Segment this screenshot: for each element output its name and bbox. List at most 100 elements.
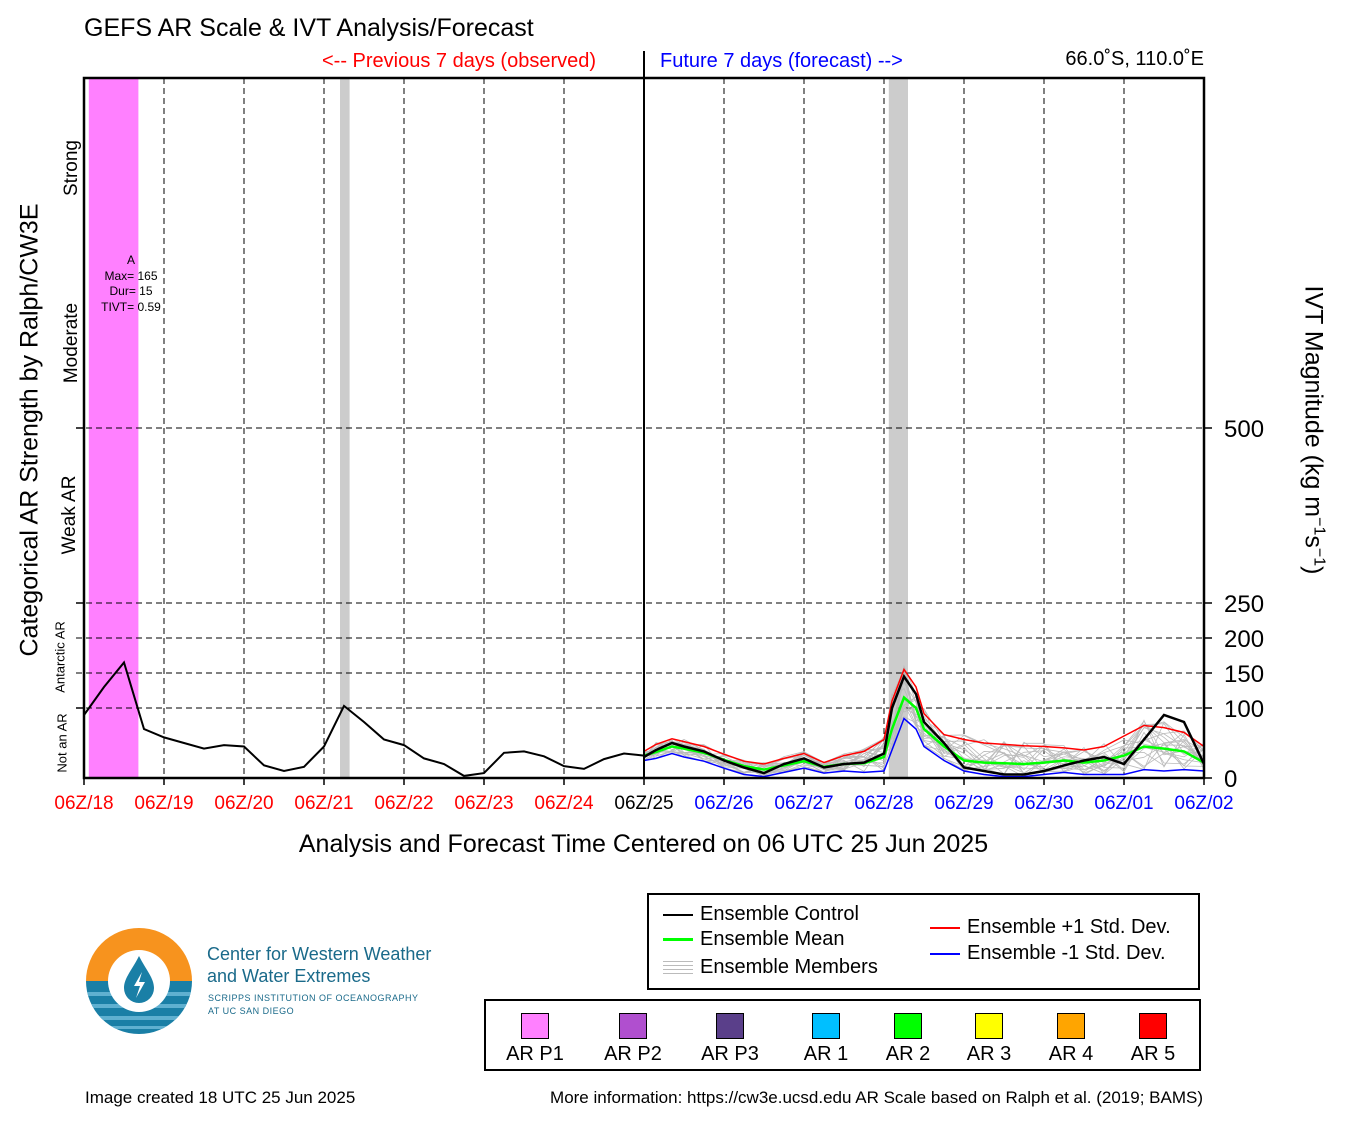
logo-text-line2: and Water Extremes: [207, 966, 371, 986]
x-tick-label: 06Z/01: [1094, 793, 1153, 814]
x-tick-label: 06Z/30: [1014, 793, 1073, 814]
category-antarctic-ar: Antarctic AR: [52, 621, 68, 693]
cat-swatch-ar-2: [894, 1013, 922, 1039]
legend-swatch-minus-std: [930, 952, 960, 955]
x-tick-label: 06Z/20: [214, 793, 273, 814]
legend-swatch-members: [663, 960, 693, 975]
series-legend: Ensemble Control Ensemble Mean Ensemble …: [647, 893, 1200, 990]
x-tick-label: 06Z/22: [374, 793, 433, 814]
cat-item-ar-2: AR 2: [868, 1013, 948, 1066]
legend-item-control: Ensemble Control: [663, 903, 859, 926]
legend-item-minus-std: Ensemble -1 Std. Dev.: [930, 942, 1166, 965]
cat-swatch-ar-p3: [716, 1013, 744, 1039]
series-line-ensemble-1-std-dev-: [643, 717, 1205, 778]
y-right-tick-label: 0: [1224, 766, 1237, 793]
location-label: 66.0˚S, 110.0˚E: [1065, 48, 1204, 70]
cat-label-ar-p2: AR P2: [604, 1043, 662, 1065]
cat-swatch-ar-3: [975, 1013, 1003, 1039]
annotation-line2: Max= 165: [104, 268, 158, 283]
axes-layer: [76, 51, 1206, 780]
y-right-title-text: IVT Magnitude (kg m: [1299, 285, 1328, 518]
y-right-close: ): [1299, 566, 1328, 575]
legend-label-plus-std: Ensemble +1 Std. Dev.: [967, 916, 1171, 938]
cat-swatch-ar-4: [1057, 1013, 1085, 1039]
cat-swatch-ar-p1: [521, 1013, 549, 1039]
series-line-ensemble-control: [643, 673, 1206, 776]
cat-label-ar-1: AR 1: [803, 1043, 849, 1065]
cat-item-ar-p2: AR P2: [593, 1013, 673, 1066]
legend-label-mean: Ensemble Mean: [700, 928, 845, 950]
y-right-title: IVT Magnitude (kg m−1s−1): [1298, 286, 1327, 575]
cat-item-ar-p3: AR P3: [690, 1013, 770, 1066]
x-tick-label: 06Z/18: [54, 793, 113, 814]
legend-label-control: Ensemble Control: [700, 903, 859, 925]
category-strong: Strong: [61, 140, 82, 196]
future-days-label: Future 7 days (forecast) -->: [660, 50, 903, 72]
x-tick-label: 06Z/25: [614, 793, 673, 814]
footer-info: More information: https://cw3e.ucsd.edu …: [550, 1088, 1203, 1107]
legend-item-mean: Ensemble Mean: [663, 928, 845, 951]
ar-annotation: A Max= 165 Dur= 15 TIVT= 0.59: [96, 253, 166, 315]
x-tick-label: 06Z/28: [854, 793, 913, 814]
chart-title: GEFS AR Scale & IVT Analysis/Forecast: [84, 14, 534, 42]
x-axis-title: Analysis and Forecast Time Centered on 0…: [298, 830, 989, 858]
cat-item-ar-p1: AR P1: [495, 1013, 575, 1066]
legend-swatch-control: [663, 913, 693, 916]
logo-text-line4: AT UC SAN DIEGO: [208, 1006, 295, 1016]
cat-swatch-ar-1: [812, 1013, 840, 1039]
annotation-line1: A: [126, 253, 135, 267]
y-right-tick-label: 200: [1224, 626, 1264, 653]
series-line-ensemble-1-std-dev-: [643, 667, 1205, 765]
y-right-tick-label: 100: [1224, 696, 1264, 723]
y-right-sup2: −1: [1310, 547, 1328, 567]
logo-text-line1: Center for Western Weather: [207, 944, 432, 964]
legend-label-minus-std: Ensemble -1 Std. Dev.: [967, 942, 1166, 964]
cat-label-ar-5: AR 5: [1130, 1043, 1176, 1065]
annotation-line3: Dur= 15: [109, 284, 153, 298]
logo-text-line3: SCRIPPS INSTITUTION OF OCEANOGRAPHY: [208, 993, 419, 1003]
annotation-line4: TIVT= 0.59: [101, 299, 161, 314]
x-tick-label: 06Z/19: [134, 793, 193, 814]
cat-item-ar-4: AR 4: [1031, 1013, 1111, 1066]
y-right-tick-label: 500: [1224, 416, 1264, 443]
x-tick-label: 06Z/21: [294, 793, 353, 814]
ar-category-legend: AR P1 AR P2 AR P3 AR 1 AR 2 AR 3 AR 4 AR…: [484, 999, 1201, 1071]
x-tick-label: 06Z/23: [454, 793, 513, 814]
tick-layer: 06Z/18 06Z/19 06Z/20 06Z/21 06Z/22 06Z/23 06Z/…: [54, 416, 1264, 814]
cat-item-ar-5: AR 5: [1113, 1013, 1193, 1066]
category-moderate: Moderate: [61, 302, 82, 384]
y-right-tick-label: 250: [1224, 591, 1264, 618]
ensemble-member-line: [643, 707, 1205, 772]
legend-label-members: Ensemble Members: [700, 956, 878, 978]
y-right-tick-label: 150: [1224, 661, 1264, 688]
cat-item-ar-1: AR 1: [786, 1013, 866, 1066]
x-tick-label: 06Z/26: [694, 793, 753, 814]
grid-layer: [76, 78, 1204, 778]
legend-item-plus-std: Ensemble +1 Std. Dev.: [930, 916, 1171, 939]
cat-label-ar-p1: AR P1: [506, 1043, 564, 1065]
previous-days-label: <-- Previous 7 days (observed): [322, 50, 597, 72]
legend-swatch-mean: [663, 938, 693, 941]
category-not-an-ar: Not an AR: [54, 713, 70, 773]
cat-item-ar-3: AR 3: [949, 1013, 1029, 1066]
cw3e-logo: [86, 928, 192, 1034]
cat-swatch-ar-5: [1139, 1013, 1167, 1039]
cat-label-ar-2: AR 2: [885, 1043, 931, 1065]
x-tick-label: 06Z/02: [1174, 793, 1233, 814]
cat-label-ar-3: AR 3: [966, 1043, 1012, 1065]
series-layer: [83, 660, 1206, 778]
cat-label-ar-4: AR 4: [1048, 1043, 1094, 1065]
x-tick-label: 06Z/27: [774, 793, 833, 814]
y-right-mid: s: [1299, 535, 1328, 548]
y-right-sup1: −1: [1310, 517, 1328, 536]
shade-band-1: [340, 78, 350, 778]
x-tick-label: 06Z/24: [534, 793, 594, 814]
footer-created: Image created 18 UTC 25 Jun 2025: [85, 1088, 356, 1107]
legend-swatch-plus-std: [930, 926, 960, 929]
observed-series-line: [83, 660, 645, 777]
category-weak-ar: Weak AR: [59, 475, 80, 555]
cat-label-ar-p3: AR P3: [701, 1043, 759, 1065]
legend-item-members: Ensemble Members: [663, 956, 878, 979]
y-left-title: Categorical AR Strength by Ralph/CW3E: [15, 203, 44, 657]
